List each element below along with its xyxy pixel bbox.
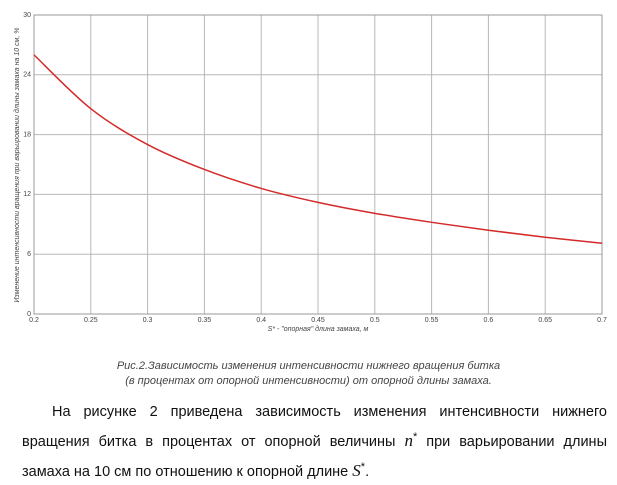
plot-frame bbox=[33, 14, 603, 315]
x-axis-label: S* - "опорная" длина замаха, м bbox=[268, 325, 369, 333]
text: . bbox=[365, 463, 370, 480]
x-tick-label: 0.5 bbox=[370, 317, 380, 324]
x-tick-label: 0.35 bbox=[198, 317, 212, 324]
x-tick-label: 0.55 bbox=[425, 317, 439, 324]
y-tick-label: 12 bbox=[23, 191, 31, 198]
math-symbol: n bbox=[404, 430, 413, 450]
x-tick-label: 0.2 bbox=[29, 317, 39, 324]
math-symbol: S bbox=[352, 460, 361, 480]
chart: Изменение интенсивности вращения при вар… bbox=[13, 12, 607, 333]
y-axis-label: Изменение интенсивности вращения при вар… bbox=[13, 28, 21, 303]
text: при варьировании длины замаха на 10 см п… bbox=[22, 433, 607, 480]
y-tick-label: 6 bbox=[27, 251, 31, 258]
curve bbox=[33, 54, 603, 244]
x-tick-label: 0.4 bbox=[256, 317, 266, 324]
x-tick-label: 0.45 bbox=[311, 317, 325, 324]
y-tick-label: 0 bbox=[27, 311, 31, 318]
text: На рисунке 2 приведена зависимость измен… bbox=[22, 404, 607, 450]
math-superscript: * bbox=[360, 460, 366, 473]
y-tick-label: 30 bbox=[23, 12, 31, 19]
y-tick-label: 18 bbox=[23, 131, 31, 138]
caption-line: (в процентах от опорной интенсивности) о… bbox=[125, 375, 492, 387]
x-tick-label: 0.7 bbox=[597, 317, 607, 324]
y-tick-label: 24 bbox=[23, 72, 31, 79]
caption-line: Рис.2.Зависимость изменения интенсивност… bbox=[116, 360, 501, 372]
paragraph: На рисунке 2 приведена зависимость измен… bbox=[22, 400, 607, 485]
x-tick-label: 0.25 bbox=[84, 317, 98, 324]
x-tick-label: 0.65 bbox=[538, 317, 552, 324]
x-tick-label: 0.6 bbox=[484, 317, 494, 324]
x-tick-label: 0.3 bbox=[143, 317, 153, 324]
math-superscript: * bbox=[412, 431, 418, 443]
